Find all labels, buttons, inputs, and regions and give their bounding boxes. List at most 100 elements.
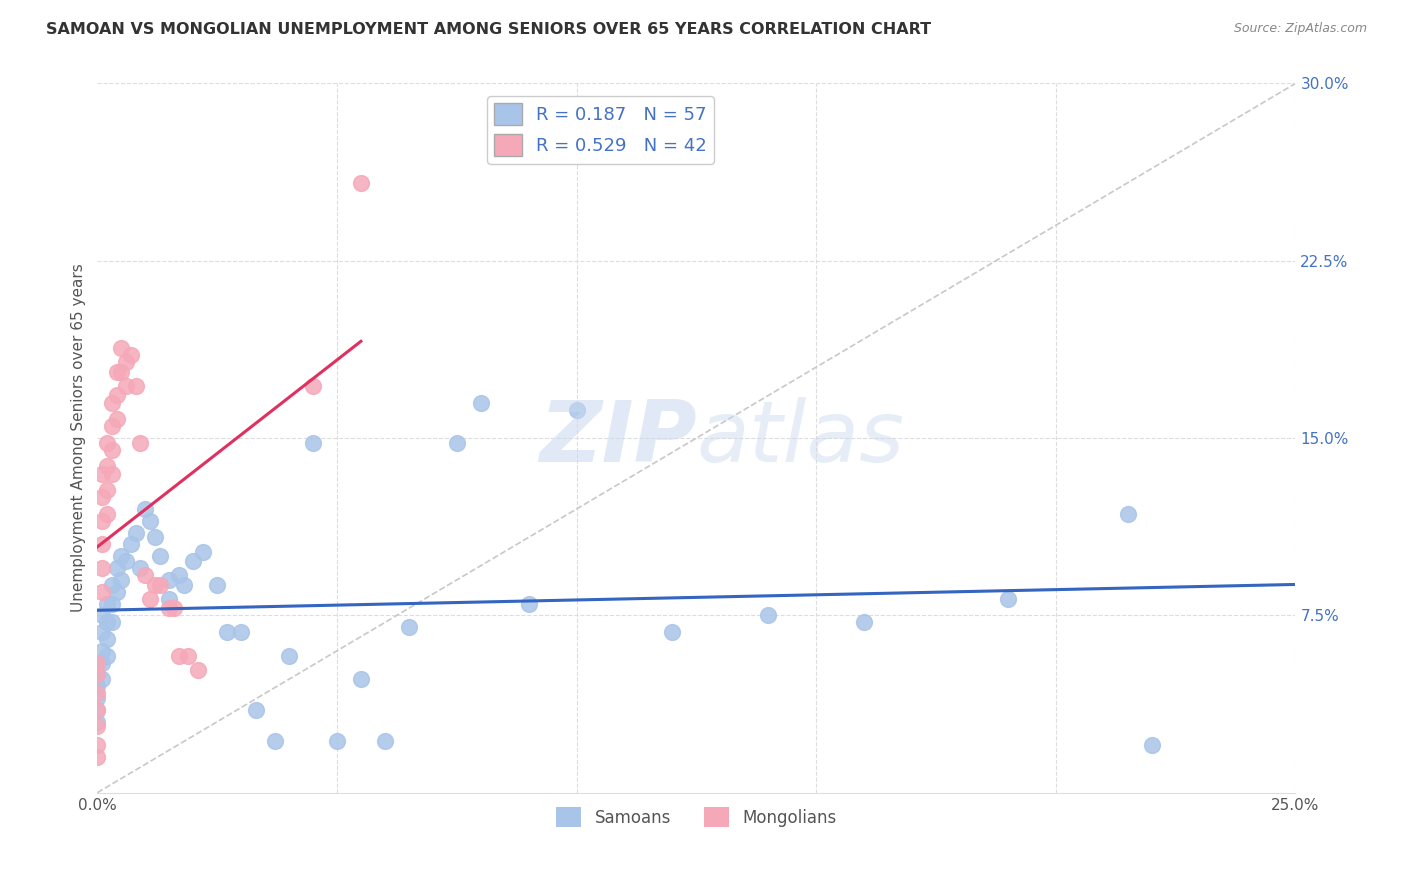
Point	[517, 597, 540, 611]
Point	[100, 395, 122, 409]
Point	[149, 549, 172, 564]
Point	[86, 667, 108, 681]
Point	[326, 733, 349, 747]
Point	[100, 615, 122, 630]
Point	[96, 615, 118, 630]
Point	[565, 402, 588, 417]
Point	[115, 379, 138, 393]
Point	[96, 597, 118, 611]
Point	[229, 624, 252, 639]
Point	[105, 365, 128, 379]
Point	[105, 561, 128, 575]
Point	[120, 537, 142, 551]
Point	[129, 561, 152, 575]
Point	[187, 663, 209, 677]
Point	[91, 624, 114, 639]
Point	[125, 525, 148, 540]
Point	[163, 601, 186, 615]
Point	[105, 388, 128, 402]
Point	[374, 733, 396, 747]
Point	[1140, 739, 1163, 753]
Point	[1116, 507, 1139, 521]
Point	[115, 554, 138, 568]
Point	[86, 703, 108, 717]
Point	[96, 632, 118, 646]
Legend: Samoans, Mongolians: Samoans, Mongolians	[550, 800, 844, 834]
Point	[302, 379, 325, 393]
Point	[853, 615, 876, 630]
Point	[110, 573, 132, 587]
Point	[350, 176, 373, 190]
Point	[100, 597, 122, 611]
Point	[134, 568, 156, 582]
Point	[110, 365, 132, 379]
Text: SAMOAN VS MONGOLIAN UNEMPLOYMENT AMONG SENIORS OVER 65 YEARS CORRELATION CHART: SAMOAN VS MONGOLIAN UNEMPLOYMENT AMONG S…	[46, 22, 932, 37]
Point	[86, 739, 108, 753]
Text: atlas: atlas	[696, 397, 904, 480]
Point	[181, 554, 204, 568]
Point	[215, 624, 238, 639]
Point	[86, 656, 108, 670]
Point	[134, 502, 156, 516]
Point	[86, 703, 108, 717]
Point	[350, 672, 373, 686]
Point	[120, 348, 142, 362]
Point	[245, 703, 267, 717]
Point	[91, 490, 114, 504]
Point	[139, 591, 162, 606]
Point	[157, 591, 180, 606]
Point	[96, 507, 118, 521]
Point	[96, 459, 118, 474]
Point	[91, 514, 114, 528]
Point	[100, 577, 122, 591]
Point	[167, 648, 190, 663]
Point	[86, 719, 108, 733]
Point	[96, 648, 118, 663]
Point	[86, 750, 108, 764]
Text: ZIP: ZIP	[538, 397, 696, 480]
Point	[139, 514, 162, 528]
Point	[91, 537, 114, 551]
Point	[278, 648, 301, 663]
Point	[205, 577, 228, 591]
Point	[86, 656, 108, 670]
Point	[86, 714, 108, 729]
Point	[149, 577, 172, 591]
Point	[91, 644, 114, 658]
Point	[997, 591, 1019, 606]
Point	[173, 577, 195, 591]
Point	[446, 435, 468, 450]
Point	[91, 608, 114, 623]
Point	[91, 656, 114, 670]
Point	[91, 561, 114, 575]
Point	[143, 577, 166, 591]
Point	[86, 691, 108, 706]
Point	[110, 549, 132, 564]
Point	[110, 341, 132, 355]
Point	[91, 584, 114, 599]
Point	[86, 686, 108, 700]
Point	[177, 648, 200, 663]
Point	[100, 419, 122, 434]
Point	[96, 435, 118, 450]
Point	[470, 395, 492, 409]
Point	[191, 544, 214, 558]
Point	[157, 601, 180, 615]
Point	[129, 435, 152, 450]
Point	[105, 584, 128, 599]
Point	[100, 467, 122, 481]
Point	[143, 530, 166, 544]
Point	[91, 672, 114, 686]
Point	[100, 442, 122, 457]
Point	[756, 608, 779, 623]
Point	[115, 355, 138, 369]
Point	[157, 573, 180, 587]
Text: Source: ZipAtlas.com: Source: ZipAtlas.com	[1233, 22, 1367, 36]
Point	[125, 379, 148, 393]
Point	[661, 624, 683, 639]
Point	[302, 435, 325, 450]
Point	[105, 412, 128, 426]
Y-axis label: Unemployment Among Seniors over 65 years: Unemployment Among Seniors over 65 years	[72, 264, 86, 613]
Point	[398, 620, 420, 634]
Point	[86, 667, 108, 681]
